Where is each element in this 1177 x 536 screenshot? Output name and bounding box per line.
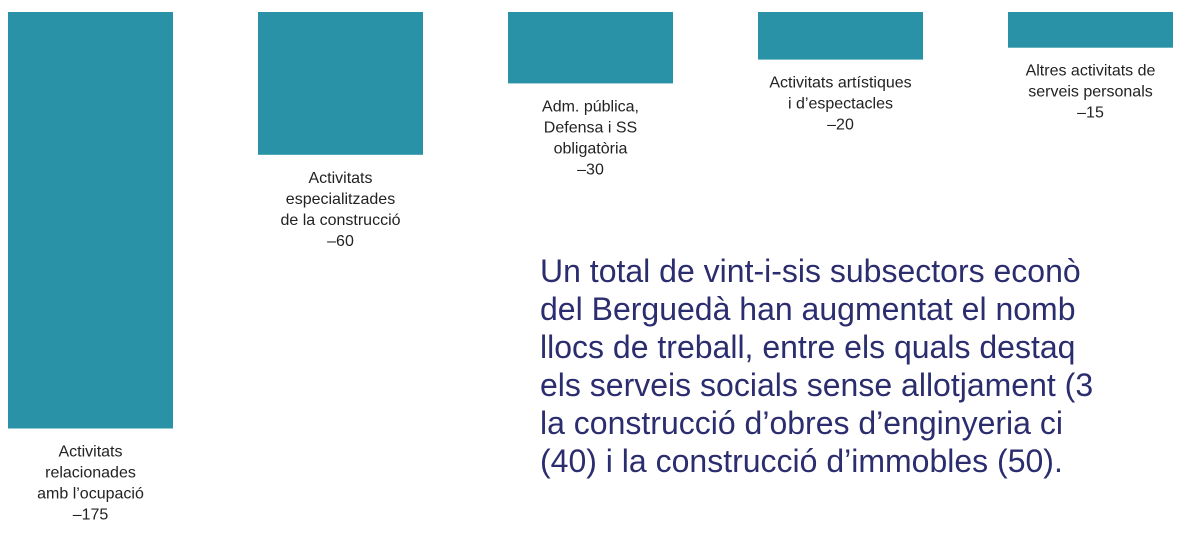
bar — [1008, 12, 1173, 48]
paragraph-line: Un total de vint-i-sis subsectors econò — [540, 253, 1081, 289]
category-label: amb l’ocupació — [37, 486, 144, 503]
paragraph-line: (40) i la construcció d’immobles (50). — [540, 443, 1063, 479]
category-label: Activitats — [308, 170, 372, 187]
bar — [258, 12, 423, 155]
value-label: –15 — [1077, 105, 1104, 122]
bar — [508, 12, 673, 84]
category-label: Activitats artístiques — [769, 75, 911, 92]
category-label: serveis personals — [1028, 84, 1153, 101]
category-label: Activitats — [58, 444, 122, 461]
value-label: –20 — [827, 117, 854, 134]
category-label: Altres activitats de — [1026, 63, 1156, 80]
paragraph: Un total de vint-i-sis subsectors econò d… — [540, 252, 1177, 480]
paragraph-line: llocs de treball, entre els quals destaq — [540, 329, 1076, 365]
category-label: relacionades — [45, 465, 136, 482]
value-label: –30 — [577, 161, 604, 178]
bar — [758, 12, 923, 60]
category-label: especialitzades — [286, 191, 395, 208]
paragraph-line: la construcció d’obres d’enginyeria ci — [540, 405, 1063, 441]
category-label: Defensa i SS — [544, 119, 637, 136]
paragraph-line: els serveis socials sense allotjament (3 — [540, 367, 1094, 403]
value-label: –175 — [73, 507, 109, 524]
category-label: i d’espectacles — [788, 96, 893, 113]
paragraph-line: del Berguedà han augmentat el nomb — [540, 291, 1076, 327]
value-label: –60 — [327, 233, 354, 250]
category-label: de la construcció — [280, 212, 400, 229]
category-label: obligatòria — [554, 140, 628, 157]
category-label: Adm. pública, — [542, 98, 639, 115]
bar — [8, 12, 173, 429]
